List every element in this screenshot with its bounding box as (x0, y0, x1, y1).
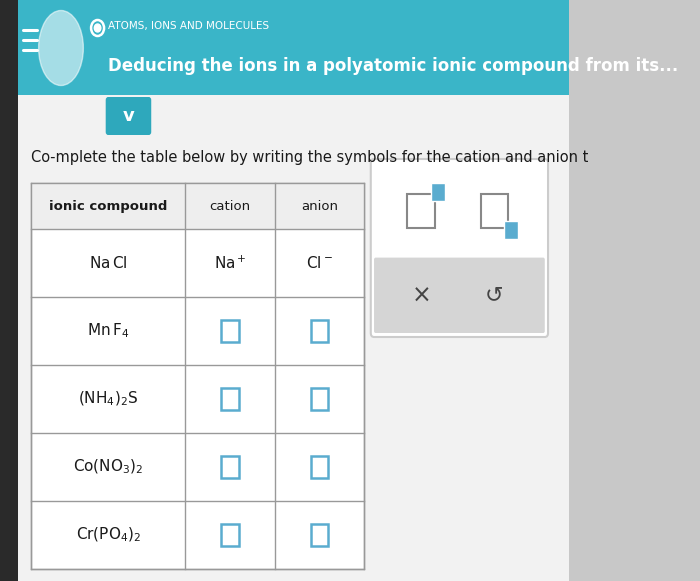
Text: anion: anion (301, 199, 338, 213)
Bar (311, 320, 328, 342)
Text: $\mathrm{Mn\,F_4}$: $\mathrm{Mn\,F_4}$ (87, 322, 130, 340)
Bar (221, 524, 239, 546)
FancyBboxPatch shape (374, 257, 545, 333)
Bar (221, 388, 239, 410)
FancyBboxPatch shape (371, 159, 548, 337)
Bar (407, 194, 435, 228)
FancyBboxPatch shape (106, 97, 151, 135)
Text: Co­mplete the table below by writing the symbols for the cation and anion t: Co­mplete the table below by writing the… (31, 149, 588, 164)
Bar (311, 524, 328, 546)
Text: v: v (122, 107, 134, 125)
Bar (18, 95, 569, 581)
Text: cation: cation (209, 199, 251, 213)
Bar (311, 456, 328, 478)
Bar (504, 221, 519, 239)
Bar (31, 183, 364, 569)
Circle shape (94, 24, 101, 32)
Ellipse shape (38, 10, 83, 85)
Bar (430, 183, 445, 201)
Bar (480, 194, 508, 228)
Text: ×: × (412, 284, 431, 307)
Text: $\mathrm{Cr(PO_4)_2}$: $\mathrm{Cr(PO_4)_2}$ (76, 526, 141, 544)
Text: $\mathrm{(NH_4)_2S}$: $\mathrm{(NH_4)_2S}$ (78, 390, 139, 408)
Bar (31, 183, 364, 229)
Bar (0, 0, 18, 581)
Bar (221, 320, 239, 342)
Text: Deducing the ions in a polyatomic ionic compound from its...: Deducing the ions in a polyatomic ionic … (108, 57, 678, 75)
Text: $\mathrm{Cl^-}$: $\mathrm{Cl^-}$ (306, 255, 333, 271)
Text: $\mathrm{Na^+}$: $\mathrm{Na^+}$ (214, 254, 246, 272)
Text: $\mathrm{Co(NO_3)_2}$: $\mathrm{Co(NO_3)_2}$ (73, 458, 144, 476)
Bar (221, 456, 239, 478)
Text: ATOMS, IONS AND MOLECULES: ATOMS, IONS AND MOLECULES (108, 21, 270, 31)
Text: $\mathrm{Na\,Cl}$: $\mathrm{Na\,Cl}$ (89, 255, 127, 271)
Text: ionic compound: ionic compound (49, 199, 167, 213)
Text: ↺: ↺ (485, 285, 504, 305)
Bar (311, 388, 328, 410)
Bar (18, 0, 569, 95)
